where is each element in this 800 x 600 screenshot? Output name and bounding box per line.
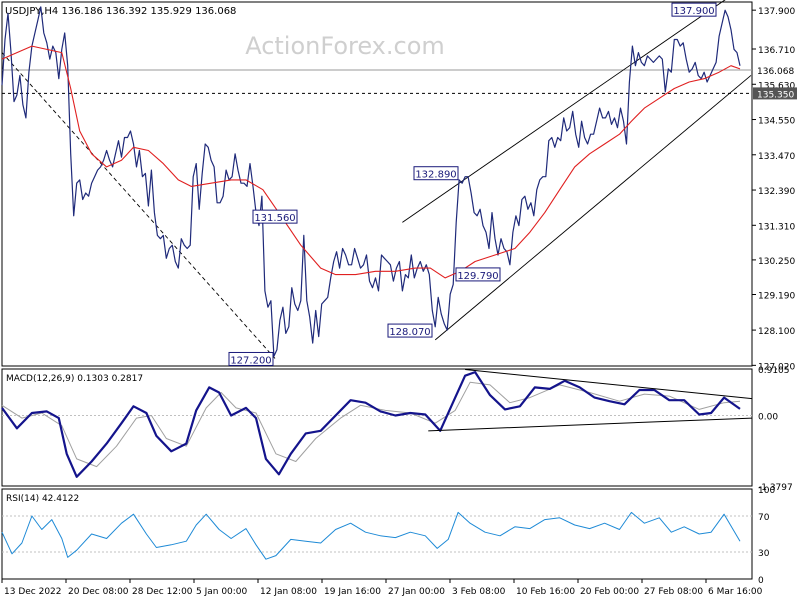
price-level-label-box: [228, 351, 274, 366]
macd-label: MACD(12,26,9) 0.1303 0.2817: [6, 374, 143, 384]
macd-upper-trendline: [465, 369, 753, 400]
price-tick-label: 135.630: [758, 81, 795, 91]
price-level-label: 128.070: [387, 323, 433, 338]
x-axis: 13 Dec 2022 20 Dec 08:00 28 Dec 12:00 5 Jan…: [1, 579, 763, 597]
x-tick-label: 12 Jan 08:00: [260, 587, 317, 597]
x-tick-label: 27 Feb 08:00: [644, 587, 703, 597]
current-price-tag-text: 136.068: [757, 67, 794, 77]
rsi-tick-label: 0: [758, 576, 764, 586]
rsi-label: RSI(14) 42.4122: [6, 494, 79, 504]
price-tick-label: 128.100: [758, 327, 795, 337]
price-level-label-text: 137.900: [673, 6, 714, 17]
price-level-label-box: [671, 2, 717, 17]
x-tick-label: 20 Dec 08:00: [68, 587, 129, 597]
price-level-label-text: 127.200: [230, 355, 271, 366]
macd-tick-label: 0.00: [758, 413, 778, 423]
price-tick-label: 137.900: [758, 7, 795, 17]
x-tick-label: 5 Jan 00:00: [196, 587, 248, 597]
dashed-downtrend-line: [1, 52, 277, 360]
chart-title: USDJPY,H4 136.186 136.392 135.929 136.06…: [5, 6, 236, 17]
price-panel: USDJPY,H4 136.186 136.392 135.929 136.06…: [1, 0, 797, 372]
price-level-label: 129.790: [455, 267, 501, 282]
price-level-label-box: [455, 267, 501, 282]
price-tick-label: 130.250: [758, 257, 795, 267]
price-tick-label: 134.550: [758, 117, 795, 127]
price-tick-label: 127.020: [758, 362, 795, 372]
price-tick-label: 132.390: [758, 187, 795, 197]
price-tick-label: 133.470: [758, 152, 795, 162]
channel-lower-line: [434, 75, 752, 341]
price-level-label-box: [413, 166, 459, 181]
macd-frame: [1, 368, 753, 487]
macd-signal-line: [1, 381, 741, 468]
x-tick-label: 19 Jan 16:00: [324, 587, 381, 597]
price-level-label-text: 131.560: [254, 213, 295, 224]
price-level-label-text: 128.070: [389, 327, 430, 338]
rsi-tick-label: 100: [758, 486, 775, 496]
x-tick-label: 28 Dec 12:00: [132, 587, 193, 597]
price-level-label: 137.900: [671, 2, 717, 17]
price-tick-label: 136.710: [758, 46, 795, 56]
price-frame: [1, 1, 753, 367]
support-price-tag-text: 135.350: [757, 90, 794, 100]
macd-tick-label: -1.3797: [758, 483, 793, 493]
support-price-tag-box: [753, 87, 797, 100]
macd-line: [1, 371, 741, 478]
price-level-label-text: 129.790: [457, 271, 498, 282]
moving-average-line: [1, 45, 741, 279]
price-level-label-text: 132.890: [415, 170, 456, 181]
price-level-label: 131.560: [252, 209, 298, 224]
support-price-tag: 135.350: [753, 87, 797, 100]
rsi-panel: RSI(14) 42.4122 100 70 30 0: [1, 486, 775, 586]
channel-upper-line: [402, 0, 726, 223]
rsi-line: [1, 511, 741, 560]
watermark-text: ActionForex.com: [245, 32, 445, 60]
current-price-tag-box: [753, 63, 797, 76]
watermark-layer: ActionForex.com: [245, 32, 445, 60]
price-tick-label: 129.190: [758, 292, 795, 302]
x-tick-label: 20 Feb 00:00: [580, 587, 639, 597]
x-tick-label: 27 Jan 00:00: [388, 587, 445, 597]
x-tick-label: 3 Feb 08:00: [452, 587, 506, 597]
price-level-label-box: [252, 209, 298, 224]
x-tick-label: 13 Dec 2022: [4, 587, 62, 597]
macd-tick-label: 0.9105: [758, 366, 790, 376]
price-tick-label: 131.310: [758, 222, 795, 232]
rsi-frame: [1, 488, 753, 580]
price-series-line: [1, 6, 741, 357]
macd-panel: MACD(12,26,9) 0.1303 0.2817 0.9105 0.00 -1.…: [1, 366, 793, 493]
macd-lower-trendline: [428, 417, 753, 432]
x-tick-label: 10 Feb 16:00: [516, 587, 575, 597]
price-level-label-box: [387, 323, 433, 338]
rsi-tick-label: 30: [758, 549, 770, 559]
x-tick-label: 6 Mar 16:00: [708, 587, 763, 597]
current-price-tag: 136.068: [753, 63, 797, 77]
price-level-label: 127.200: [228, 351, 274, 366]
rsi-tick-label: 70: [758, 513, 770, 523]
price-level-label: 132.890: [413, 166, 459, 181]
